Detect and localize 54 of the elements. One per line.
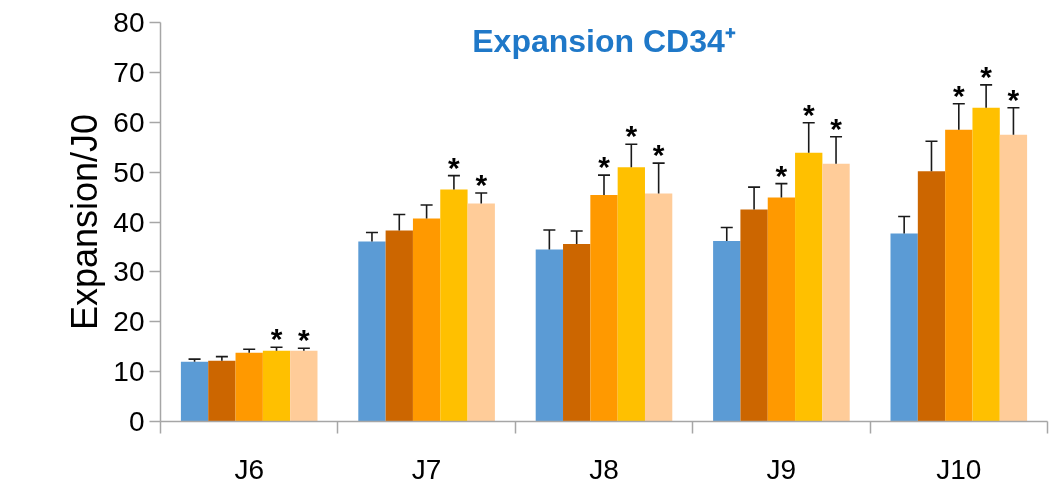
x-tick-label: J8 bbox=[589, 453, 619, 485]
bar bbox=[262, 350, 291, 422]
bar bbox=[767, 197, 796, 422]
x-tick-label: J6 bbox=[234, 453, 264, 485]
x-tick-label: J7 bbox=[411, 453, 442, 485]
bar bbox=[890, 233, 918, 422]
data-label: * bbox=[952, 78, 965, 112]
bar bbox=[795, 152, 823, 422]
bar bbox=[467, 203, 495, 422]
chart-title: Expansion CD34⁺ bbox=[472, 22, 736, 59]
bar bbox=[740, 209, 768, 422]
data-label: * bbox=[625, 119, 638, 153]
y-tick-label: 30 bbox=[113, 256, 145, 288]
bar bbox=[563, 243, 591, 422]
data-label: * bbox=[652, 138, 665, 172]
bar bbox=[713, 240, 741, 422]
x-tick-label: J9 bbox=[766, 453, 797, 485]
bar bbox=[290, 350, 318, 422]
bar bbox=[917, 171, 946, 422]
y-tick-label: 80 bbox=[113, 7, 145, 38]
bar bbox=[412, 218, 441, 422]
bar bbox=[972, 107, 1000, 422]
bar bbox=[945, 129, 973, 422]
data-label: * bbox=[1007, 82, 1020, 116]
data-label: * bbox=[298, 323, 310, 357]
data-label: * bbox=[830, 111, 843, 145]
bar bbox=[235, 352, 263, 422]
bar bbox=[180, 361, 209, 422]
y-axis-title: Expansion/J0 bbox=[64, 113, 106, 331]
bar bbox=[208, 360, 236, 422]
bar bbox=[535, 249, 564, 422]
y-tick-label: 60 bbox=[113, 106, 145, 138]
x-tick-label: J10 bbox=[936, 453, 982, 485]
data-label: * bbox=[270, 322, 283, 356]
y-tick-label: 0 bbox=[128, 406, 145, 437]
data-label: * bbox=[802, 97, 815, 131]
bar bbox=[617, 167, 645, 422]
bar bbox=[644, 193, 673, 422]
data-label: * bbox=[448, 150, 461, 184]
data-label: * bbox=[775, 158, 788, 192]
bar bbox=[999, 134, 1028, 422]
bar bbox=[385, 230, 413, 422]
bar bbox=[358, 241, 386, 422]
y-tick-label: 70 bbox=[113, 56, 145, 88]
data-label: * bbox=[980, 59, 993, 93]
data-label: * bbox=[598, 150, 611, 184]
bar bbox=[822, 163, 850, 422]
y-tick-label: 20 bbox=[113, 306, 145, 338]
y-tick-label: 50 bbox=[113, 156, 145, 188]
bar bbox=[590, 195, 618, 422]
data-label: * bbox=[475, 168, 488, 202]
y-tick-label: 10 bbox=[113, 356, 145, 388]
y-tick-label: 40 bbox=[113, 206, 145, 238]
bar bbox=[440, 189, 468, 422]
